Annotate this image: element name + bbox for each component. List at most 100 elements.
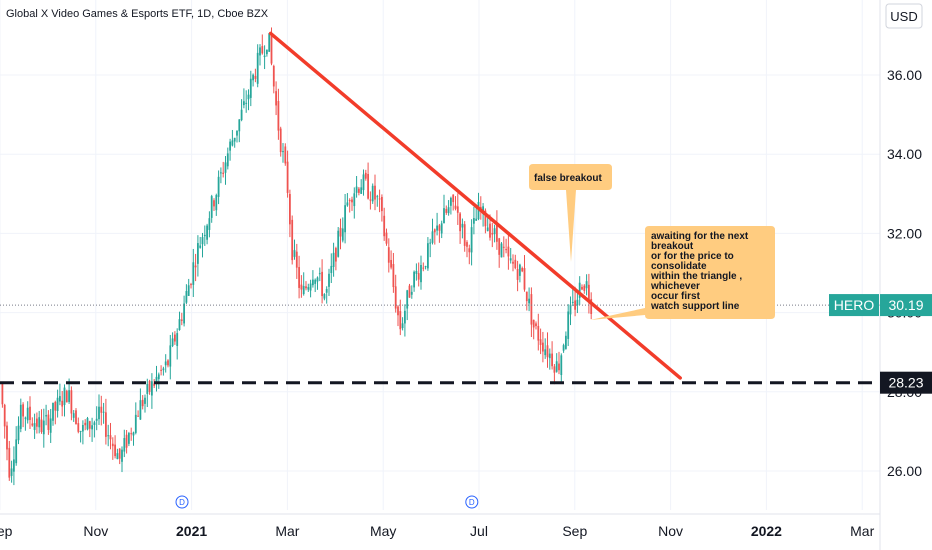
candle-body (472, 218, 475, 224)
support-price-tag-value: 28.23 (888, 375, 923, 391)
candle-body (300, 284, 303, 290)
candle-body (293, 250, 296, 257)
candle-body (100, 406, 103, 413)
candle-body (468, 248, 471, 253)
callout-awaiting-line: awaiting for the next (651, 231, 749, 242)
callout-false-breakout[interactable]: false breakout (529, 164, 612, 262)
candle-body (431, 231, 434, 243)
candle-body (374, 185, 376, 200)
candle-body (380, 196, 383, 212)
candle-body (286, 161, 289, 193)
candle-body (199, 245, 202, 248)
dividend-marker[interactable]: D (465, 495, 479, 509)
candle-body (265, 49, 268, 55)
candle-body (532, 319, 535, 328)
candle-body (541, 342, 544, 352)
callout-awaiting-line: breakout (651, 241, 694, 252)
candle-body (328, 273, 330, 287)
x-tick-label: 2022 (751, 523, 782, 539)
candle-body (22, 404, 24, 417)
candle-body (270, 35, 273, 64)
candle-body (348, 200, 351, 202)
candle-body (585, 281, 588, 289)
candle-body (475, 218, 478, 221)
candle-body (415, 270, 418, 274)
candle-body (263, 55, 266, 58)
candle-body (459, 213, 461, 232)
candle-body (433, 229, 436, 233)
candle-body (157, 374, 160, 380)
candle-body (436, 225, 438, 231)
candle-body (360, 187, 363, 194)
trendline[interactable] (268, 31, 682, 380)
candle-body (420, 264, 422, 283)
candle-body (42, 420, 45, 435)
candle-body (245, 102, 248, 104)
candle-body (148, 381, 151, 392)
candle-body (130, 433, 133, 435)
candle-body (525, 291, 528, 302)
candle-body (337, 230, 340, 257)
candle-body (10, 468, 13, 476)
candle-body (493, 228, 496, 235)
candle-body (153, 383, 156, 386)
chart-title: Global X Video Games & Esports ETF, 1D, … (6, 8, 269, 20)
candle-body (38, 417, 41, 428)
dividend-marker-circle (465, 495, 479, 509)
candle-body (141, 399, 144, 407)
currency-label: USD (890, 9, 917, 24)
candle-body (385, 232, 388, 244)
candle-body (364, 172, 367, 179)
candle-body (410, 291, 413, 295)
candle-body (539, 339, 542, 345)
candle-body (443, 208, 445, 224)
candle-body (295, 251, 298, 268)
candle-body (505, 249, 507, 251)
support-price-tag[interactable]: 28.23 (880, 371, 932, 394)
candle-body (332, 252, 335, 267)
candle-body (447, 207, 450, 214)
candle-body (316, 277, 319, 282)
candle-body (362, 174, 365, 191)
candle-body (548, 353, 551, 359)
x-tick-label: Nov (658, 523, 683, 539)
candle-body (31, 423, 34, 426)
candle-body (516, 268, 519, 280)
candle-body (346, 202, 349, 206)
candle-body (583, 285, 586, 291)
candle-body (518, 264, 521, 276)
candle-body (560, 355, 563, 375)
candle-body (323, 294, 326, 299)
candle-body (187, 285, 190, 296)
candle-body (429, 242, 432, 244)
candle-body (318, 273, 321, 275)
candle-body (424, 266, 427, 268)
candle-body (288, 194, 291, 225)
candle-body (587, 284, 590, 301)
candle-body (387, 247, 390, 263)
x-tick-label: May (370, 523, 396, 539)
y-tick-label: 34.00 (887, 146, 922, 162)
candle-body (109, 435, 112, 440)
candle-body (390, 259, 392, 268)
currency-box[interactable]: USD (885, 3, 923, 29)
candle-body (399, 311, 402, 330)
candle-body (470, 227, 473, 253)
candle-body (164, 361, 167, 366)
support-price-tag-bg (880, 371, 932, 394)
last-price-tag[interactable]: 30.19 (880, 294, 932, 317)
candle-body (68, 390, 70, 402)
candle-body (357, 188, 360, 193)
last-price-tag-bg (880, 294, 932, 317)
y-tick-label: 26.00 (887, 463, 922, 479)
candle-body (29, 406, 31, 420)
x-tick-label: Sep (0, 523, 13, 539)
x-tick-label: 2021 (176, 523, 207, 539)
time-axis[interactable]: Sep Nov 2021 Mar May Jul Sep Nov 2022 Mar (0, 513, 880, 539)
dividend-marker[interactable]: D (175, 495, 189, 509)
candle-body (201, 237, 204, 245)
symbol-tag[interactable]: HERO (829, 294, 879, 317)
